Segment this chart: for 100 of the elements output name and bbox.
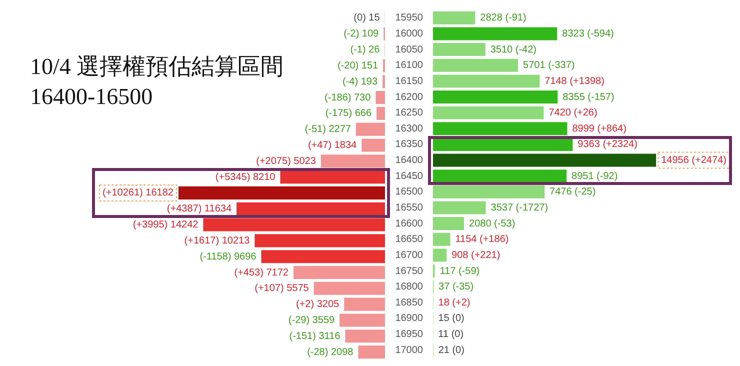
data-label: 11 (0) bbox=[438, 329, 464, 340]
data-label: (-4) 193 bbox=[342, 76, 378, 88]
y-tick-label: 16650 bbox=[395, 234, 424, 246]
data-label: (-29) 3559 bbox=[288, 314, 336, 326]
data-label: (+47) 1834 bbox=[308, 140, 358, 151]
bar bbox=[433, 11, 476, 24]
bar bbox=[356, 122, 385, 136]
bar bbox=[433, 217, 464, 230]
bar bbox=[433, 58, 518, 72]
data-label: 8355 (-157) bbox=[562, 92, 614, 103]
data-label: 3537 (-1727) bbox=[490, 202, 548, 214]
data-label: 9363 (+2324) bbox=[578, 139, 638, 150]
bar bbox=[433, 232, 450, 246]
y-tick-label: 17000 bbox=[395, 344, 424, 356]
y-tick-label: 16050 bbox=[395, 44, 424, 56]
data-label: 14956 (+2474) bbox=[661, 155, 726, 166]
data-label: 7476 (-25) bbox=[550, 186, 596, 198]
y-tick-label: 16200 bbox=[395, 92, 424, 103]
data-label: 37 (-35) bbox=[438, 282, 474, 293]
bar bbox=[320, 154, 385, 168]
bar bbox=[433, 185, 545, 198]
data-label: (+453) 7172 bbox=[234, 267, 289, 278]
bar bbox=[433, 90, 558, 104]
text: 10/4 選擇權預估結算區間 bbox=[30, 53, 284, 81]
data-label: (+2075) 5023 bbox=[256, 156, 316, 167]
bar bbox=[433, 170, 567, 183]
bar bbox=[433, 43, 486, 56]
bar bbox=[345, 330, 385, 343]
y-tick-label: 16150 bbox=[395, 76, 424, 87]
y-tick-label: 16100 bbox=[395, 60, 424, 72]
data-label: (-186) 730 bbox=[324, 92, 372, 104]
y-tick-label: 16600 bbox=[395, 218, 424, 230]
bar bbox=[344, 298, 385, 311]
bar bbox=[236, 202, 385, 216]
y-tick-label: 16850 bbox=[395, 297, 424, 308]
data-label: (0) 15 bbox=[354, 12, 380, 24]
data-label: (-175) 666 bbox=[325, 108, 372, 120]
bar bbox=[433, 154, 656, 167]
data-label: (-2) 109 bbox=[344, 28, 380, 40]
y-tick-label: 16500 bbox=[395, 186, 424, 198]
data-label: (-51) 2277 bbox=[304, 124, 352, 136]
bar bbox=[433, 106, 544, 120]
y-tick-label: 15950 bbox=[395, 12, 424, 24]
data-label: 7148 (+1398) bbox=[544, 76, 604, 87]
bar bbox=[433, 122, 568, 136]
y-tick-label: 16950 bbox=[395, 329, 424, 340]
bar bbox=[203, 218, 385, 232]
y-tick-label: 16000 bbox=[395, 28, 424, 40]
y-tick-label: 16800 bbox=[395, 282, 424, 293]
data-label: 5701 (-337) bbox=[523, 60, 575, 72]
data-label: 15 (0) bbox=[438, 313, 464, 324]
y-tick-label: 16300 bbox=[395, 123, 424, 134]
data-label: 7420 (+26) bbox=[548, 108, 598, 119]
y-tick-label: 16450 bbox=[395, 170, 424, 182]
data-label: 8323 (-594) bbox=[562, 28, 614, 40]
y-tick-label: 16400 bbox=[395, 155, 424, 166]
data-label: (+1617) 10213 bbox=[184, 235, 250, 246]
bar bbox=[314, 282, 385, 295]
data-label: 8951 (-92) bbox=[572, 170, 618, 182]
y-tick-label: 16550 bbox=[395, 202, 424, 214]
data-label: 2080 (-53) bbox=[469, 218, 516, 230]
data-label: 1154 (+186) bbox=[455, 234, 509, 246]
bar bbox=[376, 90, 385, 104]
data-label: (+4387) 11634 bbox=[166, 204, 232, 215]
bar bbox=[178, 186, 385, 200]
bar bbox=[433, 27, 558, 40]
y-tick-label: 16350 bbox=[395, 139, 424, 150]
data-label: (+107) 5575 bbox=[254, 283, 310, 294]
text: 16400-16500 bbox=[30, 83, 154, 111]
data-label: 8999 (+864) bbox=[572, 123, 626, 134]
data-label: (-1158) 9696 bbox=[200, 251, 257, 262]
data-label: 2828 (-91) bbox=[480, 12, 526, 24]
bar bbox=[433, 201, 486, 214]
data-label: (-28) 2098 bbox=[307, 346, 354, 358]
data-label: (+10261) 16182 bbox=[102, 188, 174, 199]
data-label: (-1) 26 bbox=[350, 44, 380, 56]
y-tick-label: 16900 bbox=[395, 313, 424, 324]
data-label: (-20) 151 bbox=[337, 60, 379, 72]
bar bbox=[358, 346, 385, 359]
data-label: (-151) 3116 bbox=[289, 330, 341, 342]
bar bbox=[340, 314, 385, 327]
bar bbox=[280, 170, 385, 184]
bar bbox=[433, 248, 447, 262]
data-label: 21 (0) bbox=[438, 344, 464, 356]
data-label: (+2) 3205 bbox=[296, 299, 340, 310]
bar bbox=[362, 138, 385, 152]
data-label: 117 (-59) bbox=[440, 266, 480, 277]
data-label: 908 (+221) bbox=[452, 250, 500, 261]
y-tick-label: 16750 bbox=[395, 266, 424, 277]
y-tick-label: 16250 bbox=[395, 108, 424, 119]
data-label: 3510 (-42) bbox=[490, 44, 536, 56]
data-label: (+3995) 14242 bbox=[132, 220, 199, 231]
bar bbox=[261, 250, 385, 264]
bar bbox=[433, 138, 573, 151]
data-label: (+5345) 8210 bbox=[215, 172, 276, 183]
bar bbox=[376, 106, 385, 120]
bar bbox=[293, 266, 385, 280]
data-label: 18 (+2) bbox=[438, 297, 470, 308]
bar bbox=[254, 234, 385, 248]
y-tick-label: 16700 bbox=[395, 250, 424, 261]
